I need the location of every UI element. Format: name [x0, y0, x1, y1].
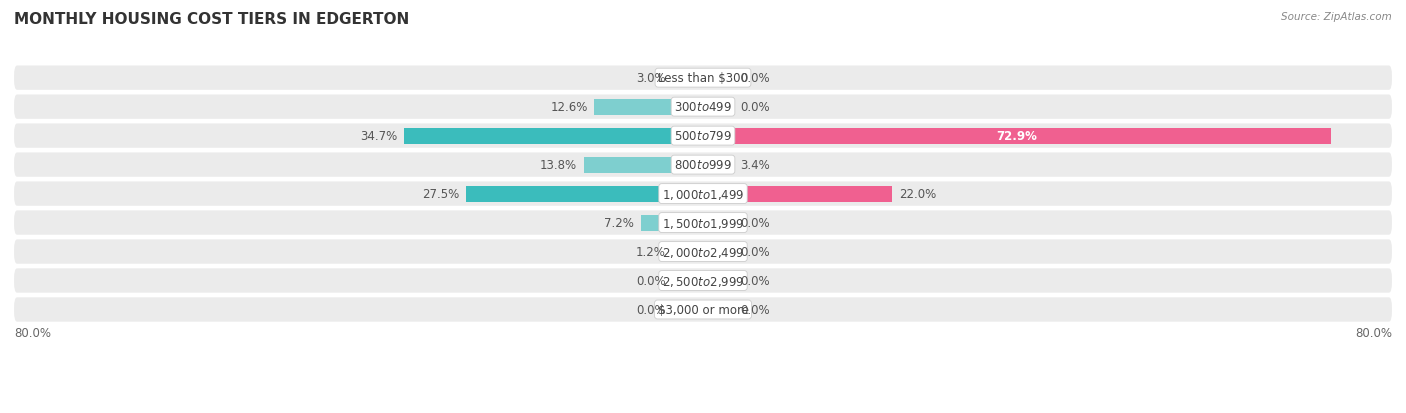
Bar: [595, 100, 703, 115]
Bar: [673, 273, 703, 289]
FancyBboxPatch shape: [14, 240, 1392, 264]
FancyBboxPatch shape: [14, 66, 1392, 90]
Bar: [673, 302, 703, 318]
FancyBboxPatch shape: [14, 153, 1392, 177]
Bar: [583, 157, 703, 173]
Text: MONTHLY HOUSING COST TIERS IN EDGERTON: MONTHLY HOUSING COST TIERS IN EDGERTON: [14, 12, 409, 27]
Bar: [703, 157, 733, 173]
FancyBboxPatch shape: [14, 298, 1392, 322]
Bar: [703, 128, 1331, 144]
Text: $500 to $799: $500 to $799: [673, 130, 733, 143]
Bar: [703, 100, 733, 115]
Text: 0.0%: 0.0%: [740, 274, 769, 287]
Text: 3.0%: 3.0%: [637, 72, 666, 85]
Text: 22.0%: 22.0%: [900, 188, 936, 201]
Bar: [703, 215, 733, 231]
Text: $1,000 to $1,499: $1,000 to $1,499: [662, 187, 744, 201]
Text: 0.0%: 0.0%: [740, 216, 769, 230]
Text: 80.0%: 80.0%: [1355, 326, 1392, 339]
Text: 7.2%: 7.2%: [605, 216, 634, 230]
Bar: [703, 273, 733, 289]
FancyBboxPatch shape: [14, 269, 1392, 293]
Text: $2,500 to $2,999: $2,500 to $2,999: [662, 274, 744, 288]
Text: 0.0%: 0.0%: [740, 101, 769, 114]
Text: 13.8%: 13.8%: [540, 159, 578, 172]
Text: 0.0%: 0.0%: [637, 274, 666, 287]
FancyBboxPatch shape: [14, 95, 1392, 119]
Bar: [703, 244, 733, 260]
Bar: [467, 186, 703, 202]
Text: $2,000 to $2,499: $2,000 to $2,499: [662, 245, 744, 259]
Text: Less than $300: Less than $300: [658, 72, 748, 85]
FancyBboxPatch shape: [14, 124, 1392, 148]
Text: 34.7%: 34.7%: [360, 130, 398, 143]
Bar: [641, 215, 703, 231]
Bar: [673, 71, 703, 86]
Text: Source: ZipAtlas.com: Source: ZipAtlas.com: [1281, 12, 1392, 22]
Text: 0.0%: 0.0%: [637, 303, 666, 316]
Text: 0.0%: 0.0%: [740, 303, 769, 316]
FancyBboxPatch shape: [14, 211, 1392, 235]
Text: $1,500 to $1,999: $1,500 to $1,999: [662, 216, 744, 230]
Text: 12.6%: 12.6%: [550, 101, 588, 114]
Bar: [703, 186, 893, 202]
Text: 80.0%: 80.0%: [14, 326, 51, 339]
Bar: [673, 244, 703, 260]
Text: 0.0%: 0.0%: [740, 245, 769, 259]
Bar: [404, 128, 703, 144]
Text: 72.9%: 72.9%: [997, 130, 1038, 143]
FancyBboxPatch shape: [14, 182, 1392, 206]
Text: 27.5%: 27.5%: [422, 188, 460, 201]
Text: 0.0%: 0.0%: [740, 72, 769, 85]
Text: $800 to $999: $800 to $999: [673, 159, 733, 172]
Text: $300 to $499: $300 to $499: [673, 101, 733, 114]
Text: 3.4%: 3.4%: [740, 159, 769, 172]
Text: $3,000 or more: $3,000 or more: [658, 303, 748, 316]
Bar: [703, 71, 733, 86]
Bar: [703, 302, 733, 318]
Text: 1.2%: 1.2%: [636, 245, 666, 259]
